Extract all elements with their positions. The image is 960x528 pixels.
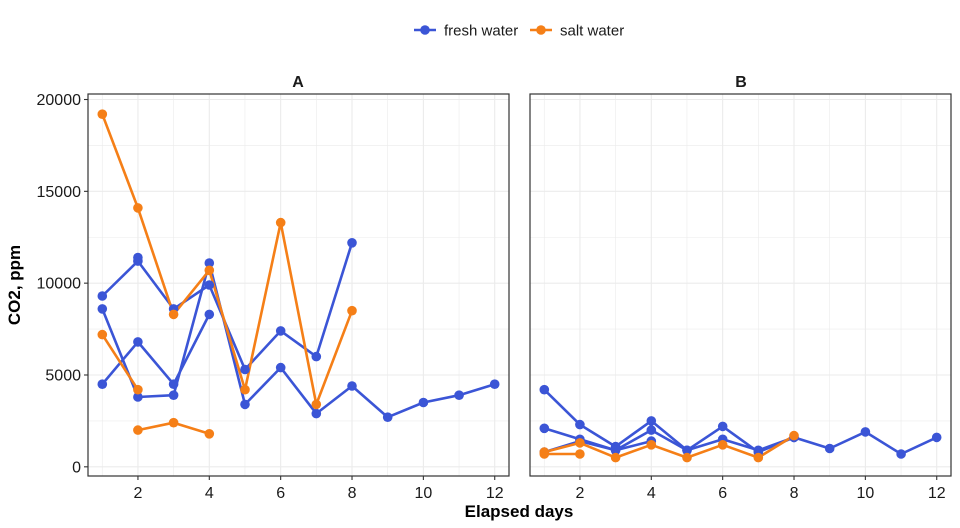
- panel-b-fresh-water-point: [539, 384, 550, 395]
- panel-b-fresh-water-point: [860, 427, 871, 437]
- legend-salt-water-key-point: [536, 25, 546, 35]
- panel-b-fresh-water-point: [539, 423, 550, 434]
- panel-a-fresh-water-point: [133, 337, 143, 347]
- panel-b-fresh-water-line: [543, 388, 938, 456]
- panel-a-border: [87, 93, 510, 477]
- panel-a-salt-water-point: [204, 265, 215, 276]
- panel-a-salt-water-point: [133, 425, 143, 435]
- panel-a-background: [88, 94, 509, 476]
- panel-a-fresh-water-point: [240, 364, 250, 375]
- y-tick-label: 15000: [37, 184, 82, 201]
- panel-b-salt-water-point: [646, 440, 657, 450]
- panel-b-fresh-water-point: [824, 443, 835, 454]
- panel-b-salt-water-point: [610, 452, 621, 463]
- panel-b-x-tick-label: 12: [928, 485, 946, 502]
- panel-a-fresh-water-point: [168, 390, 179, 401]
- panel-b-x-tick-label: 10: [856, 485, 874, 502]
- panel-b-salt-water-point: [717, 440, 728, 450]
- panel-a-label: A: [292, 74, 304, 91]
- panel-a-fresh-water-point: [275, 362, 286, 373]
- panel-b-background: [530, 94, 951, 476]
- panel-a-fresh-water-point: [97, 379, 108, 390]
- panel-b-fresh-water-point: [610, 445, 621, 456]
- panel-a-salt-water-point: [275, 217, 286, 228]
- panel-a-fresh-water-point: [133, 392, 143, 402]
- panel-a-fresh-water-point: [311, 351, 322, 362]
- panel-b-fresh-water-point: [753, 445, 764, 456]
- panel-a-fresh-water-point: [454, 390, 464, 401]
- panel-b-fresh-water-point: [717, 421, 728, 432]
- panel-a-salt-water-point: [240, 384, 250, 395]
- panel-b-fresh-water-point: [646, 416, 657, 426]
- panel-a-fresh-water-point: [240, 399, 250, 410]
- panel-a-salt-water-point: [97, 329, 108, 340]
- panel-a-salt-water-point: [97, 109, 108, 119]
- panel-a-fresh-water-point: [347, 238, 357, 248]
- panel-a-salt-water-point: [168, 417, 179, 428]
- panel-a-x-tick-label: 10: [414, 485, 432, 502]
- panel-a-salt-water-point: [133, 203, 143, 213]
- panel-b-fresh-water-point: [646, 425, 657, 435]
- panel-a-salt-water-line: [101, 333, 139, 391]
- y-tick-label: 0: [72, 459, 81, 476]
- panel-a-fresh-water-point: [489, 379, 500, 390]
- panel-b-x-tick-label: 2: [575, 485, 584, 502]
- panel-b-salt-water-point: [682, 452, 692, 463]
- panel-a-salt-water-point: [347, 305, 357, 316]
- panel-a-fresh-water-point: [97, 304, 108, 314]
- panel-b-salt-water-point: [539, 449, 550, 459]
- panel-a-fresh-water-point: [97, 291, 108, 301]
- panel-b-x-tick-label: 4: [647, 485, 656, 502]
- panel-a-x-tick-label: 8: [348, 485, 357, 502]
- legend-fresh-water-label: fresh water: [444, 23, 518, 40]
- panel-b-salt-water-point: [575, 449, 585, 459]
- panel-b: B 2 4 6 8 10 12: [529, 74, 952, 502]
- panel-b-salt-water-line: [543, 434, 795, 459]
- panel-b-border: [529, 93, 952, 477]
- y-tick-label: 10000: [37, 276, 82, 293]
- panel-a-x-tick-label: 12: [486, 485, 504, 502]
- panel-b-fresh-water-point: [575, 419, 585, 430]
- panel-a-fresh-water-point: [204, 280, 215, 290]
- y-tick-label: 5000: [45, 367, 81, 384]
- panel-a-fresh-water-point: [347, 381, 357, 391]
- panel-b-x-tick-label: 6: [718, 485, 727, 502]
- panel-a-fresh-water-point: [204, 309, 215, 320]
- legend-salt-water-label: salt water: [560, 23, 624, 40]
- panel-b-salt-water-point: [753, 452, 764, 463]
- panel-b-x-tick-label: 8: [790, 485, 799, 502]
- y-axis-title: CO2, ppm: [5, 245, 24, 325]
- y-tick-label: 20000: [37, 92, 82, 109]
- panel-a: A 2 4 6 8 10 12 0 5000 10000 15000 20000: [37, 74, 510, 502]
- panel-b-salt-water-point: [575, 438, 585, 448]
- panel-b-salt-water-point: [789, 430, 799, 441]
- panel-a-fresh-water-point: [382, 412, 393, 423]
- panel-a-fresh-water-line: [101, 261, 496, 419]
- panel-a-fresh-water-point: [311, 408, 322, 419]
- panel-b-fresh-water-point: [931, 432, 942, 443]
- panel-a-salt-water-point: [204, 429, 215, 439]
- panel-a-fresh-water-point: [133, 252, 143, 263]
- panel-b-fresh-water-point: [682, 445, 692, 456]
- legend: fresh water salt water: [414, 23, 624, 40]
- panel-b-fresh-water-point: [896, 449, 906, 459]
- panel-a-fresh-water-point: [204, 258, 215, 268]
- panel-a-salt-water-point: [311, 399, 322, 410]
- panel-a-salt-water-point: [133, 384, 143, 395]
- legend-fresh-water-key-point: [420, 25, 430, 35]
- panel-a-fresh-water-point: [168, 379, 179, 390]
- panel-b-fresh-water-line: [543, 427, 795, 452]
- panel-b-label: B: [735, 74, 747, 91]
- panel-a-x-tick-label: 2: [133, 485, 142, 502]
- panel-a-fresh-water-point: [418, 397, 429, 408]
- panel-a-fresh-water-point: [275, 326, 286, 336]
- panel-a-salt-water-line: [101, 113, 354, 406]
- panel-a-x-tick-label: 4: [205, 485, 214, 502]
- panel-a-x-tick-label: 6: [276, 485, 285, 502]
- panel-a-salt-water-point: [168, 309, 179, 320]
- x-axis-title: Elapsed days: [465, 502, 574, 521]
